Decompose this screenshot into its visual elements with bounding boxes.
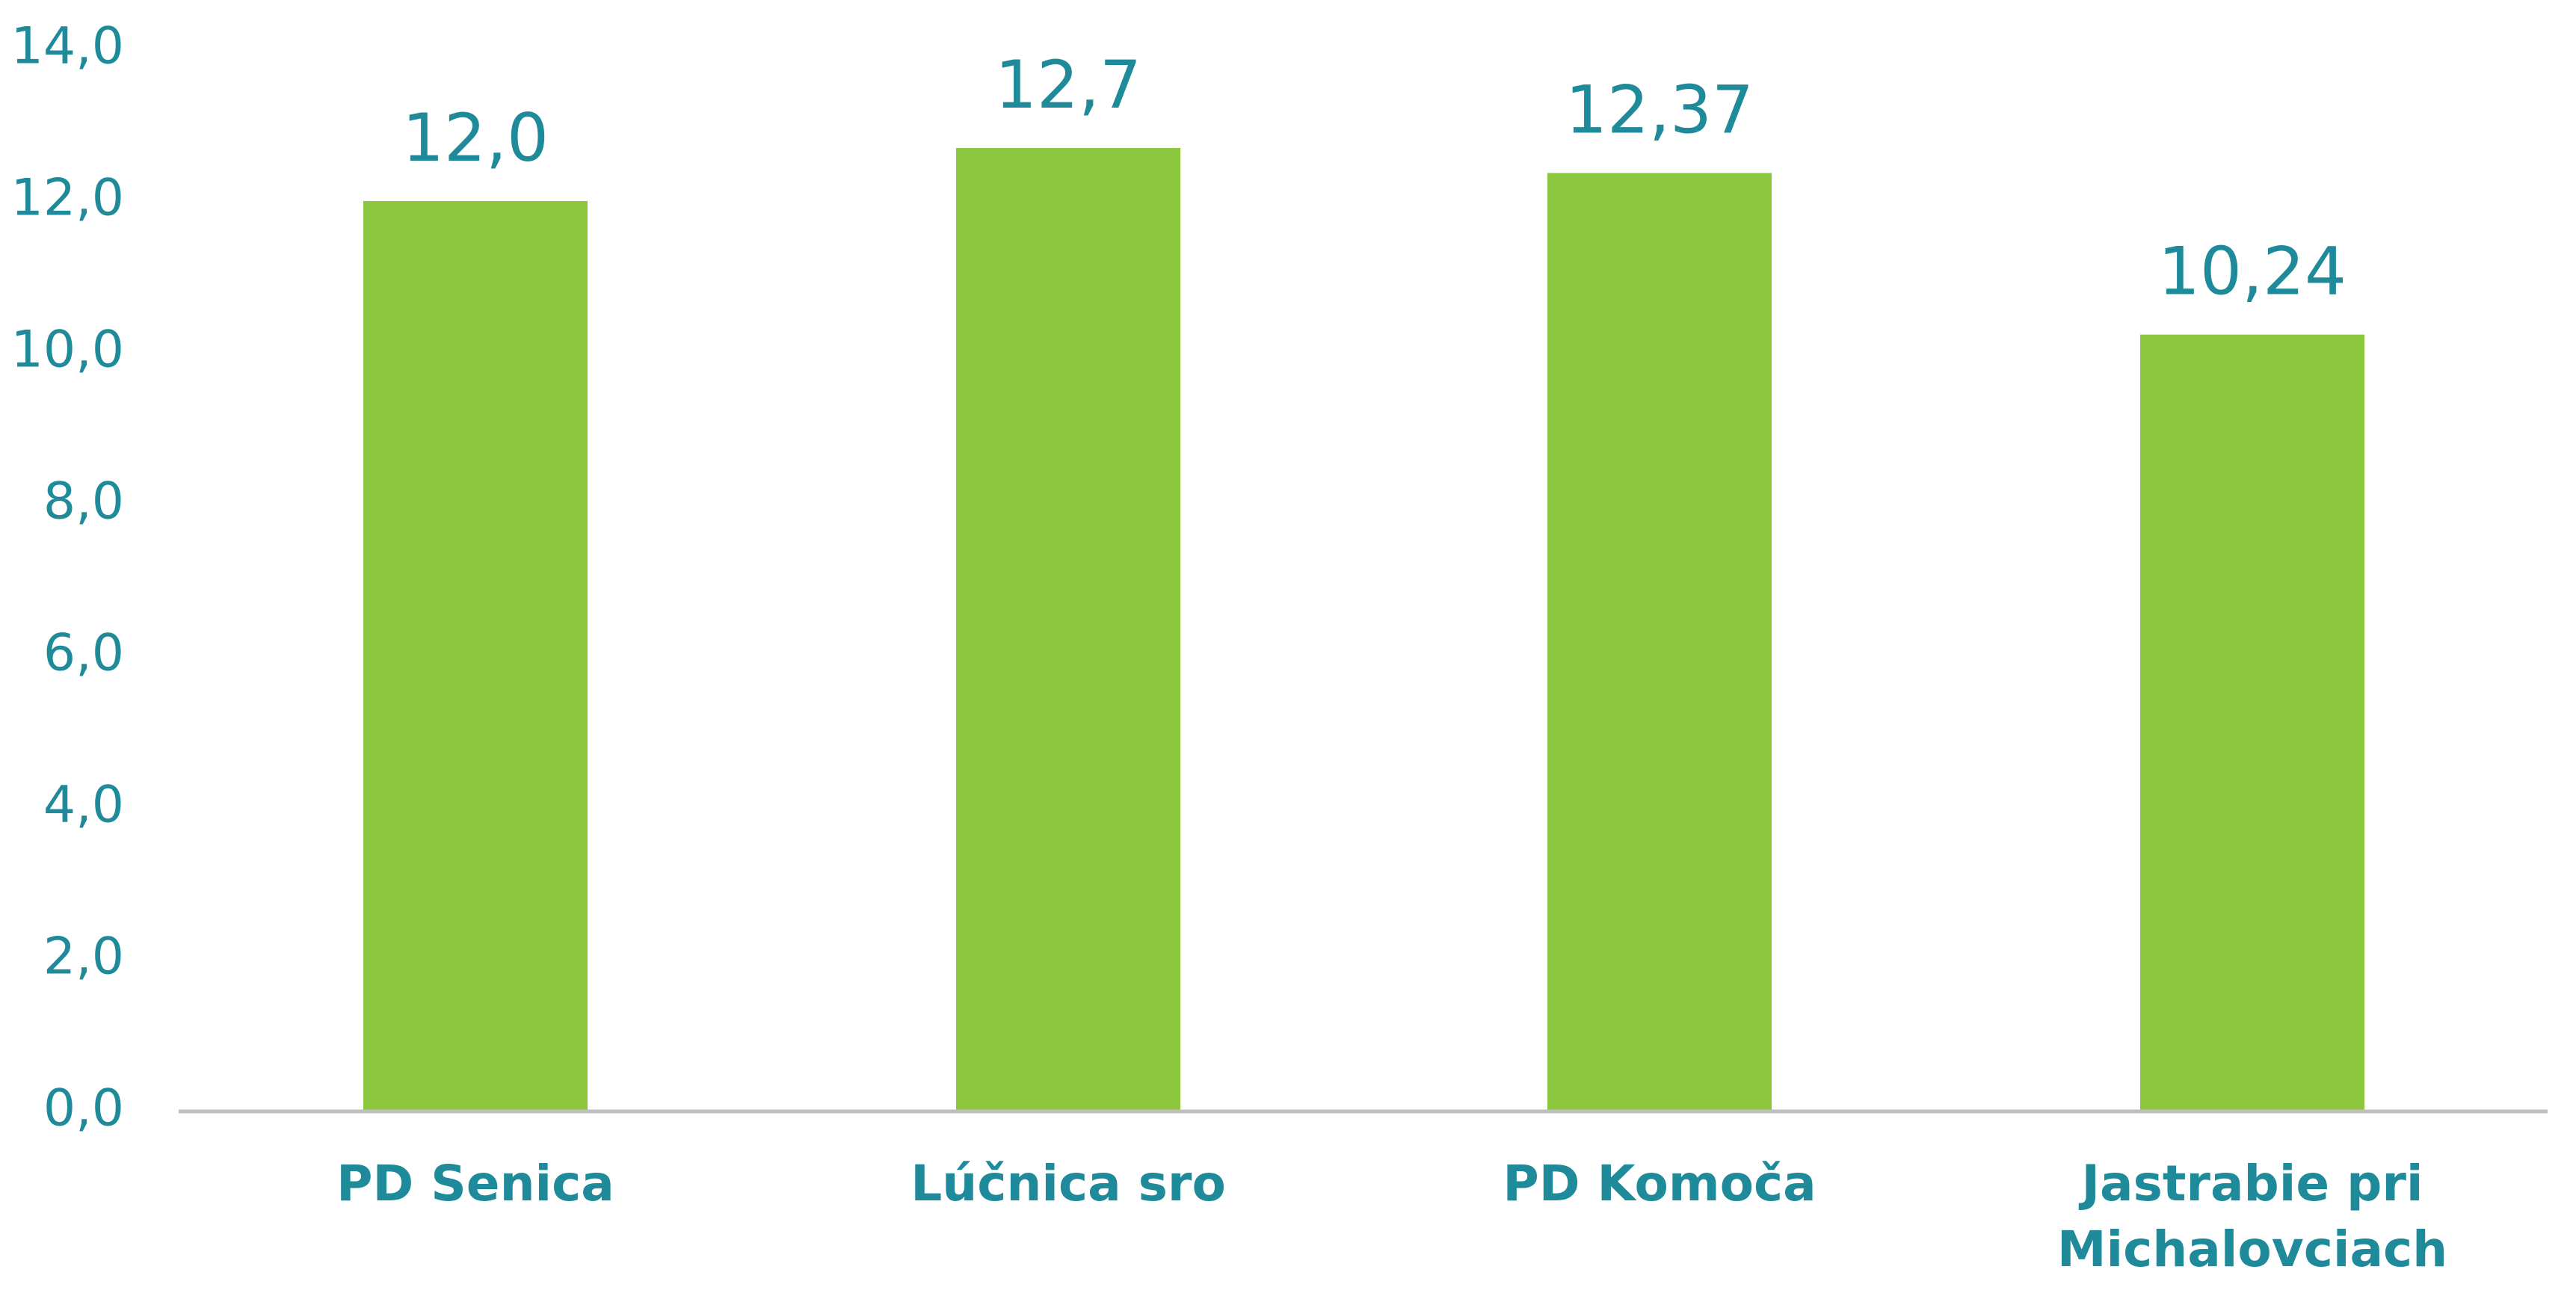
y-tick-label: 0,0 xyxy=(43,1079,124,1138)
data-label: 12,7 xyxy=(995,46,1141,123)
y-tick-label: 4,0 xyxy=(43,776,124,835)
y-tick-label: 14,0 xyxy=(11,17,124,76)
y-tick-label: 2,0 xyxy=(43,928,124,987)
y-tick-label: 8,0 xyxy=(43,472,124,531)
x-tick-label: Jastrabie pri Michalovciach xyxy=(2056,1155,2448,1278)
y-tick-label: 10,0 xyxy=(11,321,124,380)
data-label: 12,0 xyxy=(402,99,549,176)
data-label: 10,24 xyxy=(2158,233,2347,310)
x-tick-label: PD Senica xyxy=(336,1155,614,1212)
x-tick-label: PD Komoča xyxy=(1503,1155,1817,1212)
y-tick-label: 6,0 xyxy=(43,624,124,683)
y-tick-label: 12,0 xyxy=(11,169,124,228)
bar xyxy=(956,147,1180,1112)
bar xyxy=(363,201,588,1111)
bar xyxy=(1547,173,1772,1111)
data-label: 12,37 xyxy=(1565,71,1754,148)
x-tick-label: Lúčnica sro xyxy=(910,1155,1226,1212)
bar xyxy=(2140,334,2364,1111)
